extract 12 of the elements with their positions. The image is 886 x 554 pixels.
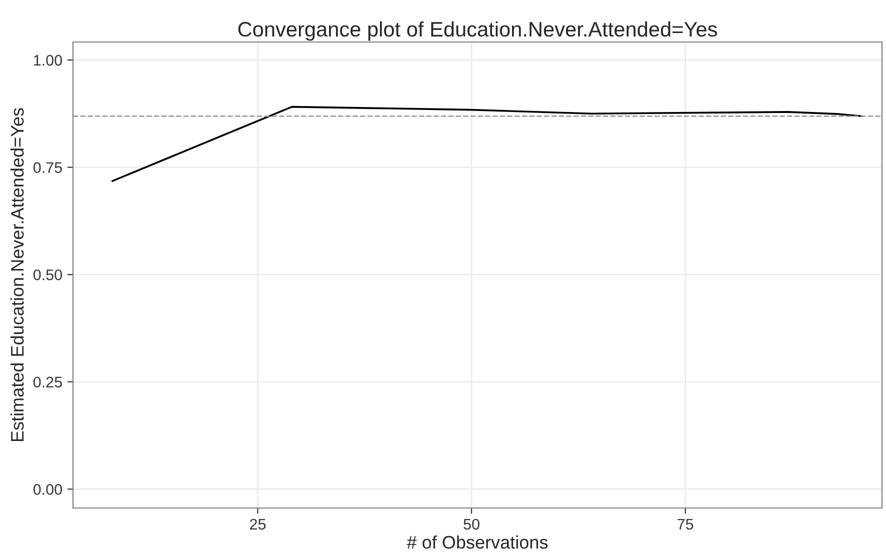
chart-title: Convergance plot of Education.Never.Attended=Yes [238,21,718,41]
x-tick-label: 50 [464,518,480,530]
x-tick-label: 75 [678,518,694,530]
y-tick-label: 1.00 [34,54,62,66]
line-series [111,106,864,182]
x-axis-title: # of Observations [406,535,548,549]
x-tick-label: 25 [250,518,266,530]
y-tick-label: 0.50 [33,269,62,280]
y-tick-label: 0.25 [33,376,62,388]
y-tick-label: 0.00 [33,484,62,495]
y-axis-title: Estimated Education.Never.Attended=Yes [10,108,24,442]
y-tick-label: 0.75 [33,162,62,173]
